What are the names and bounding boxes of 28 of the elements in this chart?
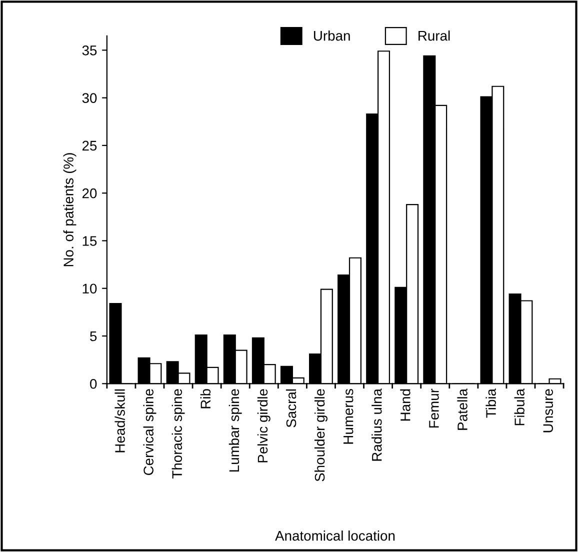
y-axis-title: No. of patients (%) (63, 153, 76, 266)
x-tick-label: Patella (457, 388, 468, 430)
legend-label: Urban (314, 30, 350, 41)
x-tick-label: Lumbar spine (228, 389, 242, 472)
y-tick-label: 5 (90, 331, 97, 342)
x-axis-title: Anatomical location (275, 530, 395, 541)
y-tick-label: 10 (82, 284, 97, 294)
legend-label: Rural (418, 30, 450, 41)
x-tick-label: Hand (400, 389, 410, 421)
y-tick-label: 35 (82, 46, 97, 56)
y-tick-label: 25 (82, 140, 97, 151)
x-tick-label: Femur (429, 388, 439, 428)
x-tick-label: Sacral (286, 389, 296, 428)
x-tick-label: Radius ulna (372, 388, 382, 461)
x-tick-label: Pelvic girdle (257, 389, 270, 462)
x-tick-label: Fibula (514, 388, 524, 426)
x-tick-label: Tibia (486, 388, 496, 418)
x-tick-label: Unsure (543, 389, 554, 432)
x-tick-label: Thoracic spine (172, 389, 185, 478)
y-tick-label: 15 (82, 236, 97, 246)
x-tick-label: Humerus (344, 389, 354, 444)
x-tick-label: Cervical spine (143, 389, 156, 476)
x-tick-label: Rib (200, 389, 211, 408)
x-tick-label: Head/skull (114, 389, 125, 452)
y-tick-label: 30 (82, 93, 97, 103)
x-tick-label: Shoulder girdle (314, 389, 328, 482)
y-tick-label: 0 (90, 378, 97, 389)
y-tick-label: 20 (82, 188, 97, 198)
